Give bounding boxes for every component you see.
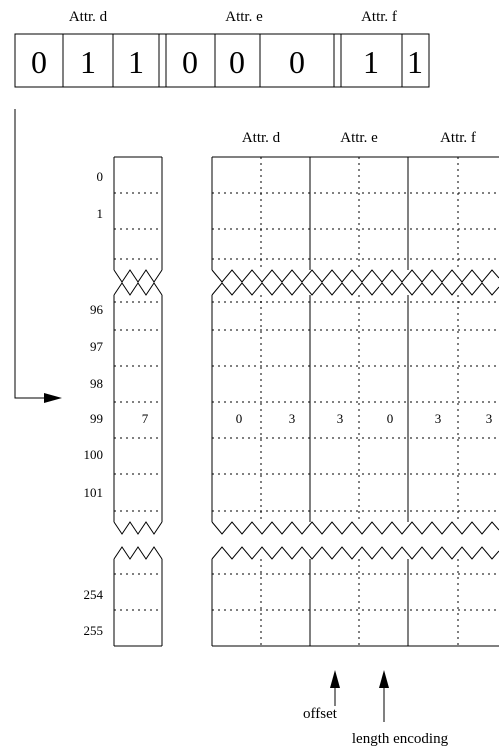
bit-cell: 0	[182, 44, 198, 80]
bit-cell: 0	[31, 44, 47, 80]
row-index-labels: 0 1 96 97 98 99 100 101 254 255	[84, 169, 104, 638]
bit-cell: 1	[128, 44, 144, 80]
offset-arrow	[330, 670, 340, 706]
bit-cell: 0	[229, 44, 245, 80]
row-index: 97	[90, 339, 104, 354]
bitvector-group-label-d: Attr. d	[69, 9, 108, 25]
table-header-d: Attr. d	[242, 130, 281, 146]
row-index: 101	[84, 485, 104, 500]
bit-cell: 0	[289, 44, 305, 80]
row-index: 0	[97, 169, 104, 184]
table-header-e: Attr. e	[340, 130, 378, 146]
row-index: 1	[97, 206, 104, 221]
row99-value: 0	[236, 411, 243, 426]
bit-cell: 1	[363, 44, 379, 80]
row99-value: 3	[289, 411, 296, 426]
table-header-f: Attr. f	[440, 130, 476, 146]
offset-label: offset	[303, 706, 338, 722]
bitvector-outline	[14, 33, 430, 88]
bitvector-group-label-e: Attr. e	[225, 9, 263, 25]
attribute-table: 0 3 3 0 3 3	[211, 156, 499, 647]
row-index: 99	[90, 411, 103, 426]
bitvector-group-label-f: Attr. f	[361, 9, 397, 25]
row-index: 254	[84, 587, 104, 602]
code-length-column: 7	[113, 156, 163, 647]
row-index: 96	[90, 302, 104, 317]
bit-vector: Attr. d Attr. e Attr. f 0 1 1 0 0 0 1 1	[14, 9, 430, 88]
row-index: 100	[84, 447, 104, 462]
row99-value: 0	[387, 411, 394, 426]
length-encoding-label: length encoding	[352, 731, 449, 747]
row-index: 98	[90, 376, 103, 391]
row-pointer-arrow	[14, 109, 62, 403]
length-encoding-arrow	[379, 670, 389, 722]
annotations: offset length encoding	[303, 670, 449, 747]
bit-cell: 1	[80, 44, 96, 80]
row99-value: 3	[337, 411, 344, 426]
table-headers: Attr. d Attr. e Attr. f	[242, 130, 476, 146]
bit-cell: 1	[407, 44, 423, 80]
row99-value: 3	[486, 411, 493, 426]
row99-value: 3	[435, 411, 442, 426]
code-length-value: 7	[142, 411, 149, 426]
row-index: 255	[84, 623, 104, 638]
